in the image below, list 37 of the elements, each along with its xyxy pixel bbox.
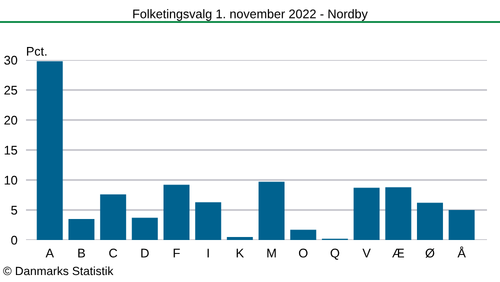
x-tick-label: A	[46, 248, 54, 258]
y-axis-title: Pct.	[27, 47, 46, 56]
bar	[258, 182, 285, 240]
x-tick-label: K	[236, 248, 244, 258]
x-tick-label: Æ	[392, 248, 404, 258]
y-tick-label: 5	[11, 206, 18, 215]
y-tick-label: 15	[4, 146, 18, 155]
bar	[100, 194, 126, 240]
x-tick-label: Ø	[426, 248, 434, 258]
bar	[354, 188, 380, 240]
bar	[416, 202, 443, 240]
x-tick-label: O	[298, 248, 308, 258]
x-tick-label: V	[362, 248, 371, 258]
x-tick-label: C	[109, 248, 118, 258]
bar	[448, 210, 475, 240]
bar	[226, 237, 253, 240]
bar	[36, 61, 63, 240]
x-tick-label: F	[174, 248, 180, 258]
bar	[385, 187, 412, 240]
x-tick-label: D	[141, 248, 149, 258]
x-tick-label: Å	[458, 246, 466, 258]
x-tick-label: I	[208, 248, 209, 258]
bar	[195, 202, 222, 240]
x-tick-label: M	[267, 248, 276, 258]
y-tick-label: 0	[11, 236, 18, 245]
bar	[68, 219, 94, 240]
bar	[290, 230, 316, 240]
bar	[132, 218, 158, 240]
y-tick-label: 25	[4, 86, 18, 95]
x-tick-label: Q	[330, 248, 340, 260]
bar	[164, 184, 190, 240]
x-tick-label: B	[78, 248, 85, 258]
y-tick-label: 20	[4, 116, 18, 125]
chart-title: Folketingsvalg 1. november 2022 - Nordby	[133, 9, 368, 21]
text: © Danmarks Statistik	[3, 266, 114, 276]
y-tick-label: 30	[4, 56, 18, 65]
y-tick-label: 10	[4, 176, 18, 185]
